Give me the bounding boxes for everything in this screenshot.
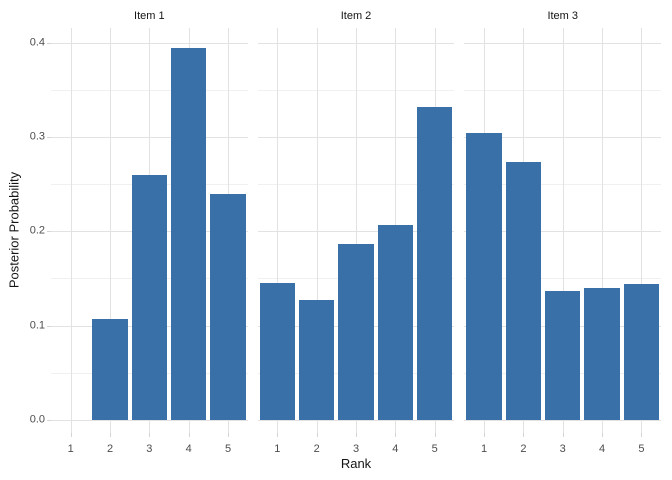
- x-axis-tick: [562, 433, 564, 437]
- x-tick-label: 5: [638, 443, 645, 455]
- x-axis-tick: [602, 433, 604, 437]
- y-tick-label: 0.2: [29, 224, 45, 237]
- x-tick-label: 5: [431, 443, 438, 455]
- x-axis-tick: [277, 433, 279, 437]
- x-axis-tick: [641, 433, 643, 437]
- x-tick-label: 3: [352, 443, 360, 455]
- x-axis-tick: [484, 433, 486, 437]
- bar-rank-2: [92, 319, 128, 420]
- x-tick-label: 3: [146, 443, 153, 455]
- bar-rank-3: [131, 174, 168, 420]
- gridline-vertical: [110, 28, 111, 433]
- y-axis-tick: [47, 420, 53, 421]
- bar-rank-5: [417, 106, 453, 420]
- facet-title: Item 1: [134, 10, 165, 22]
- x-tick-label: 4: [599, 443, 606, 455]
- y-tick-label: 0.1: [29, 319, 45, 332]
- y-tick-label: 0.0: [29, 413, 45, 426]
- y-axis-tick: [47, 42, 53, 44]
- y-axis-tick: [47, 136, 53, 138]
- bar-rank-4: [170, 48, 207, 420]
- x-tick-label: 1: [67, 443, 74, 455]
- x-tick-label: 2: [313, 443, 320, 455]
- x-axis-tick: [356, 433, 358, 437]
- x-tick-label: 5: [224, 443, 232, 455]
- facet-panel-1: Item 1 1 2 3 4 5: [51, 10, 248, 455]
- bar-rank-1: [466, 133, 502, 420]
- bar-rank-1: [259, 283, 296, 420]
- bar-rank-5: [210, 193, 246, 420]
- gridline-vertical: [602, 28, 604, 433]
- facet-panel-2: Item 2 1 2 3 4 5: [257, 10, 455, 455]
- gridline-vertical: [277, 28, 279, 433]
- bar-rank-2: [505, 162, 542, 420]
- bar-rank-5: [623, 284, 660, 420]
- bar-rank-3: [545, 290, 581, 420]
- x-tick-label: 1: [480, 443, 488, 455]
- y-tick-label: 0.4: [29, 36, 45, 48]
- x-axis-tick: [523, 433, 525, 437]
- x-tick-label: 3: [559, 443, 566, 455]
- x-tick-label: 2: [106, 443, 114, 455]
- x-axis-title: Rank: [340, 456, 372, 471]
- x-axis-tick: [188, 433, 190, 437]
- gridline-vertical: [641, 28, 643, 433]
- x-axis-tick: [434, 433, 436, 437]
- facet-title: Item 2: [340, 10, 372, 22]
- gridline-vertical: [356, 28, 358, 433]
- x-axis-tick: [395, 433, 397, 437]
- x-axis-tick: [316, 433, 318, 437]
- facet-title: Item 3: [547, 10, 579, 22]
- x-tick-label: 4: [392, 443, 399, 455]
- y-tick-label: 0.3: [29, 130, 45, 143]
- gridline-vertical: [70, 28, 72, 433]
- x-axis-tick: [228, 433, 230, 437]
- bar-rank-4: [584, 287, 620, 420]
- bar-rank-4: [377, 224, 414, 420]
- y-axis-tick: [47, 231, 53, 233]
- x-tick-label: 4: [185, 443, 192, 455]
- x-tick-label: 2: [520, 443, 527, 455]
- bar-rank-2: [298, 300, 335, 420]
- y-axis-tick: [47, 325, 53, 327]
- x-tick-label: 1: [274, 443, 281, 455]
- x-axis-tick: [70, 433, 72, 437]
- facet-panel-3: Item 3 1 2 3 4 5: [464, 10, 662, 455]
- gridline-vertical: [316, 28, 318, 433]
- gridline-vertical: [562, 28, 564, 433]
- x-axis-tick: [149, 433, 151, 437]
- bar-rank-3: [338, 244, 374, 420]
- x-axis-tick: [110, 433, 111, 437]
